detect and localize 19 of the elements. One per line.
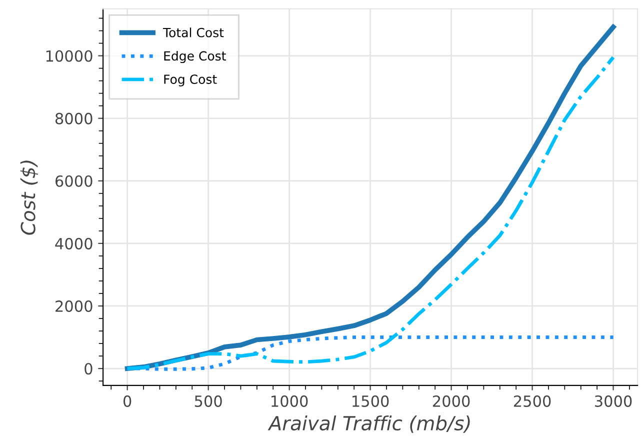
x-tick-label: 0: [123, 395, 132, 407]
x-tick-label: 1500: [352, 395, 389, 407]
y-tick-label: 2000: [56, 300, 92, 312]
y-tick-label: 8000: [55, 112, 92, 124]
x-tick-label: 2500: [514, 395, 551, 407]
x-axis-title: Araival Traffic (mb/s): [268, 415, 470, 433]
x-tick-label: 1000: [272, 395, 308, 407]
y-tick-label: 0: [84, 362, 92, 375]
y-tick-label: 4000: [55, 238, 92, 250]
y-tick-label: 6000: [56, 175, 92, 187]
y-axis-title: Cost ($): [20, 160, 38, 235]
legend-label: Total Cost: [163, 28, 224, 38]
y-tick-label: 10000: [46, 50, 92, 62]
legend-label: Fog Cost: [164, 74, 217, 86]
x-tick-label: 500: [194, 395, 222, 407]
line-series: [126, 336, 615, 371]
legend-label: Edge Cost: [164, 50, 226, 64]
x-tick-label: 3000: [594, 395, 632, 407]
x-tick-label: 2000: [432, 395, 470, 407]
